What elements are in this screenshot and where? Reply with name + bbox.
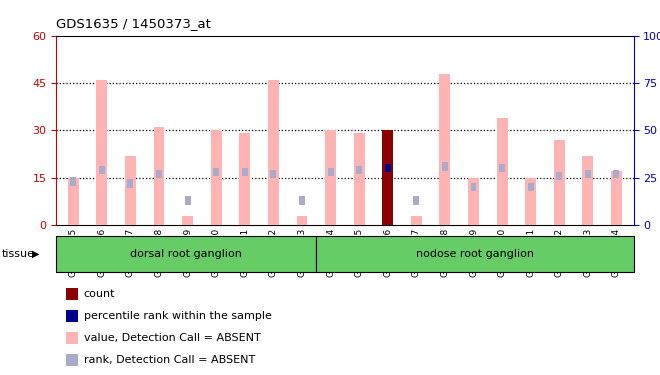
- Bar: [296, 216, 308, 225]
- Bar: [611, 171, 622, 225]
- Bar: [242, 168, 248, 176]
- Text: value, Detection Call = ABSENT: value, Detection Call = ABSENT: [84, 333, 261, 343]
- Bar: [468, 178, 479, 225]
- Bar: [442, 162, 448, 171]
- Text: GDS1635 / 1450373_at: GDS1635 / 1450373_at: [56, 17, 211, 30]
- Text: tissue: tissue: [2, 249, 35, 259]
- Bar: [211, 130, 222, 225]
- Bar: [440, 74, 450, 225]
- Bar: [471, 183, 477, 191]
- Text: nodose root ganglion: nodose root ganglion: [416, 249, 534, 259]
- Bar: [125, 156, 136, 225]
- Bar: [613, 170, 620, 178]
- Bar: [185, 196, 191, 205]
- Bar: [356, 166, 362, 174]
- Bar: [156, 170, 162, 178]
- Bar: [213, 168, 219, 176]
- Text: dorsal root ganglion: dorsal root ganglion: [130, 249, 242, 259]
- Bar: [585, 170, 591, 178]
- Bar: [154, 127, 164, 225]
- Text: ▶: ▶: [32, 249, 39, 259]
- Bar: [96, 80, 108, 225]
- Text: count: count: [84, 290, 116, 299]
- Bar: [582, 156, 593, 225]
- Bar: [554, 140, 565, 225]
- Bar: [385, 164, 391, 172]
- Bar: [354, 134, 364, 225]
- Bar: [127, 179, 133, 188]
- Bar: [382, 130, 393, 225]
- Bar: [497, 118, 508, 225]
- Bar: [327, 168, 333, 176]
- Bar: [411, 216, 422, 225]
- Bar: [556, 171, 562, 180]
- Text: percentile rank within the sample: percentile rank within the sample: [84, 311, 272, 321]
- Bar: [528, 183, 534, 191]
- Bar: [271, 170, 277, 178]
- Bar: [268, 80, 279, 225]
- Bar: [182, 216, 193, 225]
- Bar: [499, 164, 505, 172]
- FancyBboxPatch shape: [56, 236, 316, 272]
- Bar: [68, 178, 79, 225]
- Bar: [99, 166, 105, 174]
- Bar: [70, 177, 77, 186]
- Bar: [525, 178, 536, 225]
- Bar: [325, 130, 336, 225]
- Bar: [413, 196, 419, 205]
- Bar: [240, 134, 250, 225]
- Text: rank, Detection Call = ABSENT: rank, Detection Call = ABSENT: [84, 355, 255, 364]
- Bar: [299, 196, 305, 205]
- FancyBboxPatch shape: [316, 236, 634, 272]
